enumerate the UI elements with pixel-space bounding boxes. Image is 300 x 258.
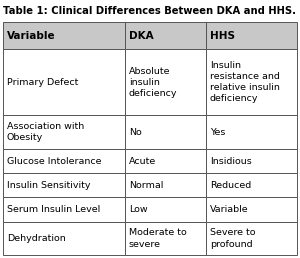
Text: Reduced: Reduced bbox=[210, 181, 251, 190]
Text: Normal: Normal bbox=[129, 181, 163, 190]
Text: Insulin
resistance and
relative insulin
deficiency: Insulin resistance and relative insulin … bbox=[210, 61, 280, 103]
Text: Yes: Yes bbox=[210, 128, 225, 137]
Text: Insidious: Insidious bbox=[210, 157, 251, 166]
Text: Moderate to
severe: Moderate to severe bbox=[129, 229, 187, 248]
Text: Insulin Sensitivity: Insulin Sensitivity bbox=[7, 181, 90, 190]
Text: Table 1: Clinical Differences Between DKA and HHS.: Table 1: Clinical Differences Between DK… bbox=[3, 6, 296, 17]
Text: HHS: HHS bbox=[210, 31, 235, 41]
Text: Serum Insulin Level: Serum Insulin Level bbox=[7, 205, 100, 214]
Text: Acute: Acute bbox=[129, 157, 156, 166]
Text: Absolute
insulin
deficiency: Absolute insulin deficiency bbox=[129, 67, 177, 98]
Text: No: No bbox=[129, 128, 142, 137]
Text: Primary Defect: Primary Defect bbox=[7, 78, 78, 87]
Text: Variable: Variable bbox=[210, 205, 248, 214]
Text: DKA: DKA bbox=[129, 31, 154, 41]
Text: Variable: Variable bbox=[7, 31, 56, 41]
Text: Severe to
profound: Severe to profound bbox=[210, 229, 255, 248]
Text: Glucose Intolerance: Glucose Intolerance bbox=[7, 157, 101, 166]
Text: Low: Low bbox=[129, 205, 148, 214]
Text: Association with
Obesity: Association with Obesity bbox=[7, 122, 84, 142]
Text: Dehydration: Dehydration bbox=[7, 234, 66, 243]
